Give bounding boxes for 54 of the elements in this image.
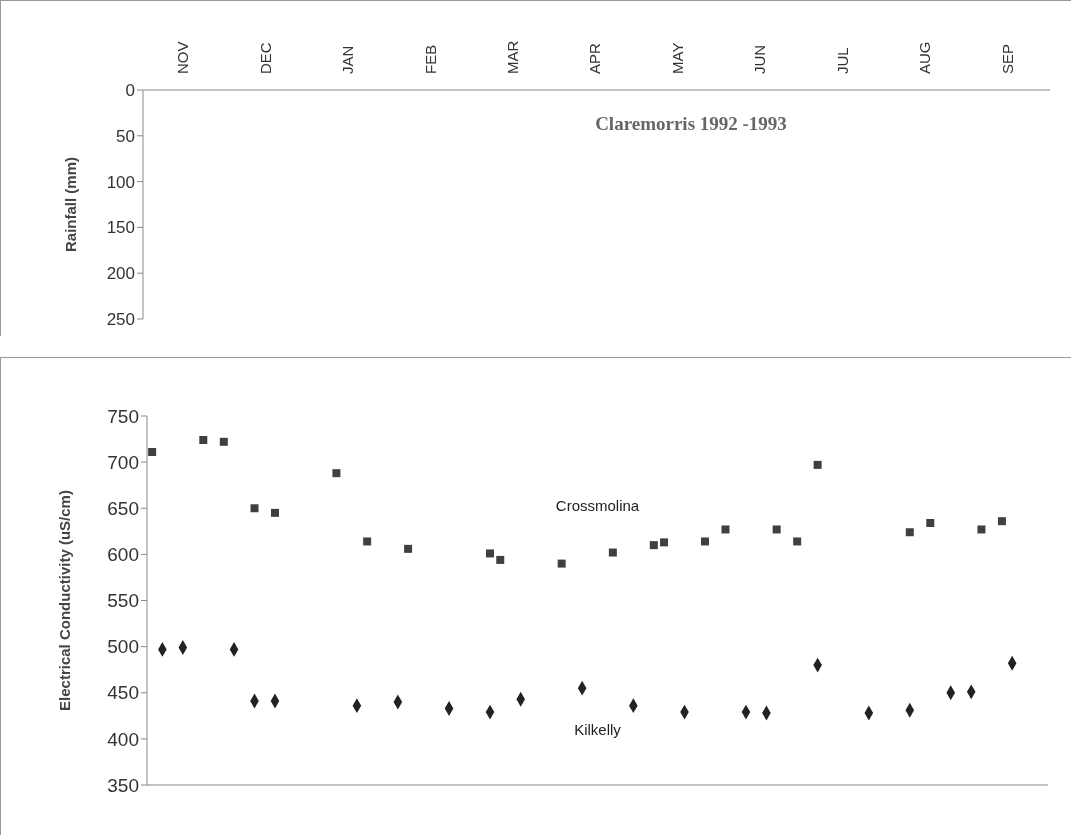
y-axis-title: Rainfall (mm) [62, 156, 80, 253]
y-tick-label: 400 [107, 728, 139, 750]
point [608, 548, 617, 557]
y-tick-label: 350 [107, 774, 139, 796]
y-tick-label: 550 [107, 590, 139, 612]
point [721, 525, 730, 534]
point [772, 525, 781, 534]
x-tick-label: MAR [504, 40, 522, 74]
x-tick-label: AUG [916, 41, 934, 74]
x-tick-label: DEC [256, 42, 274, 74]
y-tick-label: 100 [106, 172, 135, 192]
point [926, 519, 935, 528]
point [363, 537, 372, 546]
y-tick-label: 250 [106, 310, 135, 330]
series-label: Crossmolina [554, 497, 641, 515]
series-label: Kilkelly [573, 720, 622, 738]
point [977, 525, 986, 534]
point [701, 537, 710, 546]
point [485, 549, 494, 558]
y-tick-label: 50 [116, 126, 135, 146]
point [557, 559, 566, 568]
x-tick-label: JUN [751, 44, 769, 74]
x-tick-label: SEP [998, 43, 1016, 74]
y-tick-label: 600 [107, 544, 139, 566]
y-tick-label: 450 [107, 682, 139, 704]
x-tick-label: MAY [668, 42, 686, 74]
point [332, 469, 341, 478]
y-tick-label: 200 [106, 264, 135, 284]
annotation: Claremorris 1992 -1993 [594, 113, 788, 135]
x-tick-label: JUL [833, 47, 851, 74]
y-tick-label: 150 [106, 218, 135, 238]
point [813, 460, 822, 469]
point [199, 435, 208, 444]
point [496, 555, 505, 564]
x-tick-label: FEB [421, 44, 439, 74]
y-tick-label: 650 [107, 497, 139, 519]
point [250, 504, 259, 513]
y-axis-title: Electrical Conductivity (uS/cm) [56, 490, 74, 711]
x-tick-label: NOV [174, 41, 192, 74]
x-tick-label: JAN [339, 45, 357, 74]
point [404, 544, 413, 553]
point [997, 517, 1006, 526]
x-tick-label: APR [586, 42, 604, 74]
point [660, 538, 669, 547]
point [905, 528, 914, 537]
point [219, 437, 228, 446]
point [793, 537, 802, 546]
y-tick-label: 750 [107, 405, 139, 427]
y-tick-label: 500 [107, 636, 139, 658]
point [148, 447, 157, 456]
point [270, 508, 279, 517]
point [649, 541, 658, 550]
y-tick-label: 0 [125, 81, 135, 101]
y-tick-label: 700 [107, 451, 139, 473]
